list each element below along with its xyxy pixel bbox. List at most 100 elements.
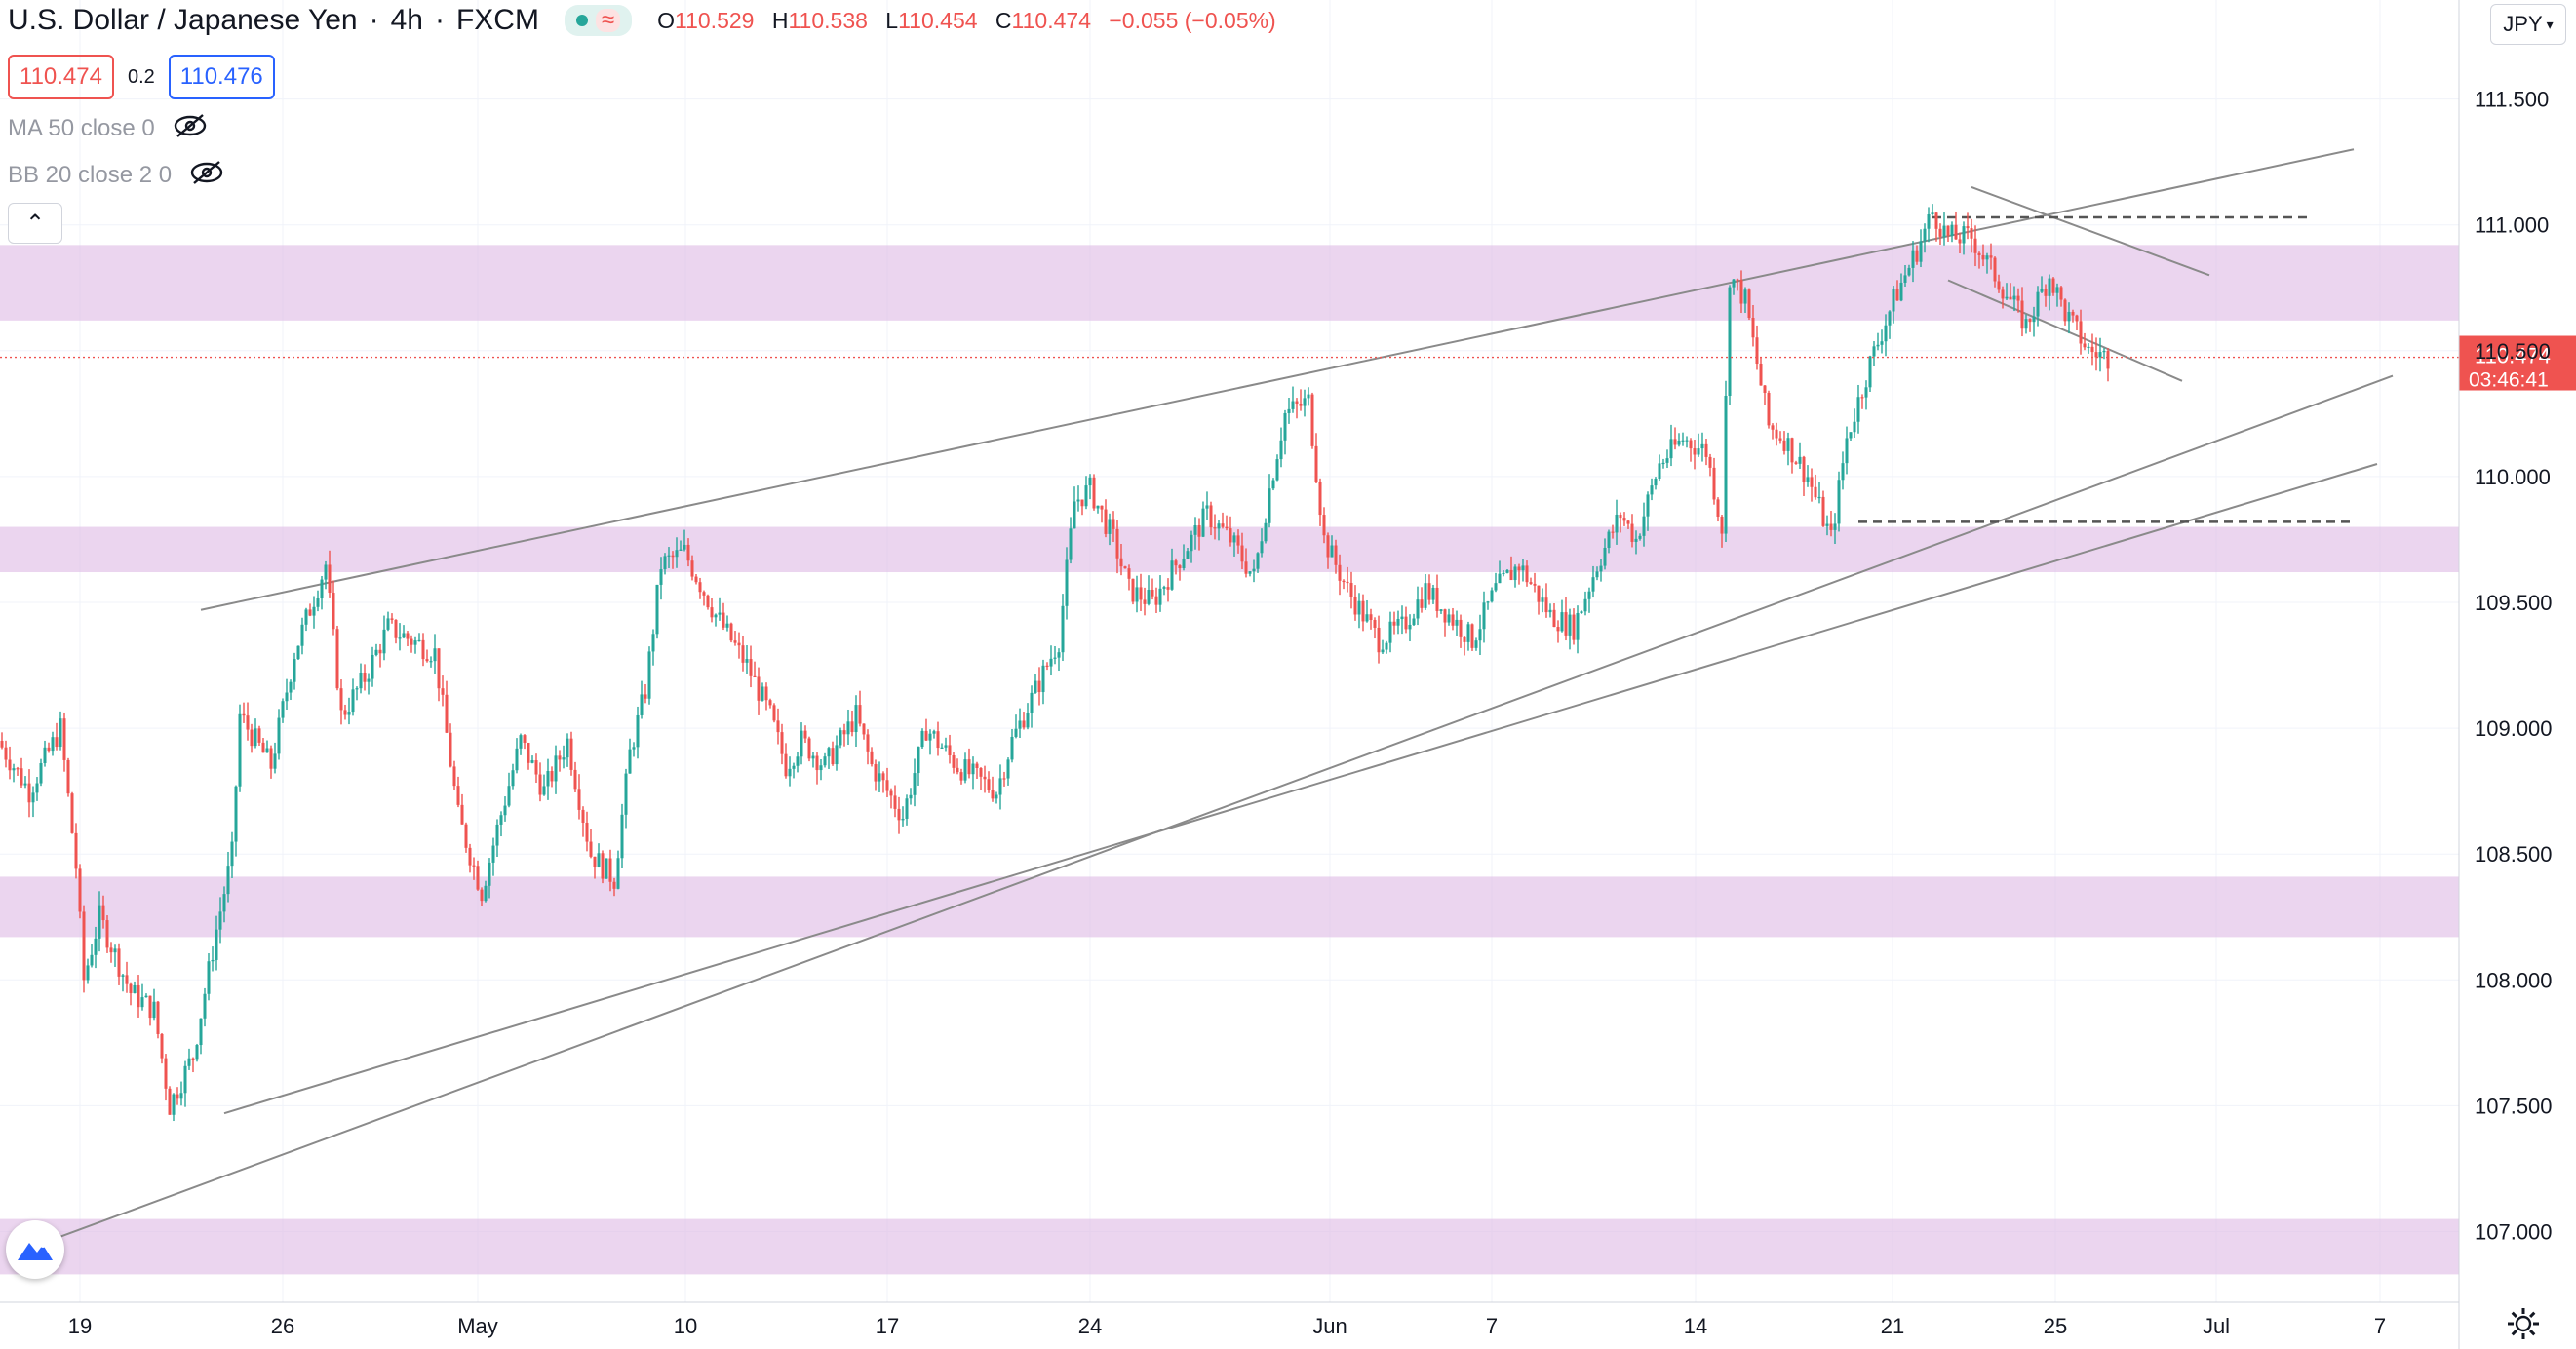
candle xyxy=(753,661,757,678)
candle xyxy=(605,858,608,879)
candle xyxy=(1642,502,1646,547)
candle xyxy=(1697,433,1700,457)
candle xyxy=(1388,611,1392,653)
candle xyxy=(452,760,456,790)
candle xyxy=(909,788,913,805)
candle xyxy=(1158,575,1162,612)
candle xyxy=(1580,610,1583,614)
candle xyxy=(1427,574,1431,605)
interval-label[interactable]: 4h xyxy=(390,4,423,36)
candle xyxy=(1381,639,1385,654)
candle xyxy=(425,649,429,663)
low-key: L xyxy=(885,7,899,33)
eye-hidden-icon[interactable] xyxy=(173,113,208,143)
candle xyxy=(846,709,850,746)
candle xyxy=(991,776,995,802)
currency-label: JPY xyxy=(2503,12,2543,36)
candle xyxy=(1513,564,1517,588)
price-axis-label: 110.000 xyxy=(2475,465,2551,489)
candle xyxy=(698,577,702,599)
candle xyxy=(1217,520,1221,541)
indicator-ma[interactable]: MA 50 close 0 xyxy=(8,113,208,143)
candle xyxy=(1322,507,1326,544)
candle xyxy=(1412,613,1416,627)
sell-price-button[interactable]: 110.474 xyxy=(8,55,114,99)
candle xyxy=(1127,564,1131,591)
candle xyxy=(394,619,398,644)
eye-hidden-icon[interactable] xyxy=(189,160,224,190)
candle xyxy=(757,667,761,715)
candle xyxy=(402,625,406,639)
candle xyxy=(1556,620,1560,643)
candle xyxy=(1931,204,1934,216)
candle xyxy=(1954,211,1958,240)
candle xyxy=(1903,264,1907,287)
candle xyxy=(1209,501,1213,536)
candle xyxy=(1474,637,1478,651)
candle xyxy=(612,877,616,897)
candle xyxy=(1548,603,1552,618)
candle xyxy=(1186,548,1190,559)
symbol-title[interactable]: U.S. Dollar / Japanese Yen xyxy=(8,4,358,36)
candle xyxy=(866,729,870,765)
candle xyxy=(1607,529,1611,554)
candle xyxy=(1459,614,1463,648)
candle xyxy=(511,763,515,790)
candle xyxy=(1229,516,1232,547)
candle xyxy=(1868,355,1872,392)
time-axis-label: Jun xyxy=(1312,1314,1347,1338)
candle xyxy=(499,811,503,837)
candle xyxy=(363,664,367,691)
candle xyxy=(1517,563,1521,585)
candle xyxy=(2005,283,2009,301)
candle xyxy=(386,611,390,632)
candle xyxy=(1084,476,1088,510)
candle xyxy=(1451,607,1455,631)
candle xyxy=(1057,648,1061,672)
candle xyxy=(1560,599,1564,633)
candle xyxy=(858,690,862,727)
candle xyxy=(893,785,897,818)
candle xyxy=(332,580,335,636)
candle xyxy=(1853,408,1856,438)
candle xyxy=(932,729,936,739)
high-value: 110.538 xyxy=(788,7,868,33)
candle xyxy=(1716,497,1720,522)
candle xyxy=(979,767,983,790)
candle xyxy=(1576,605,1580,654)
candle xyxy=(835,735,839,771)
time-axis-label: May xyxy=(457,1314,498,1338)
gear-icon[interactable] xyxy=(2506,1306,2541,1341)
candle xyxy=(1568,608,1572,650)
candle xyxy=(1252,559,1256,583)
currency-select[interactable]: JPY ▾ xyxy=(2490,4,2566,45)
candle xyxy=(1201,501,1205,538)
candle xyxy=(195,1043,199,1062)
buy-price-button[interactable]: 110.476 xyxy=(168,55,275,99)
candle xyxy=(644,683,647,704)
candle xyxy=(659,557,663,600)
market-status-pill[interactable]: ≈ xyxy=(564,5,633,36)
candle xyxy=(382,615,386,661)
price-zone xyxy=(0,876,2459,938)
indicator-bb[interactable]: BB 20 close 2 0 xyxy=(8,160,224,190)
candle xyxy=(179,1081,183,1106)
candle xyxy=(250,723,254,753)
candle xyxy=(905,794,909,826)
candle xyxy=(1615,499,1619,545)
change-value: −0.055 (−0.05%) xyxy=(1109,7,1276,33)
candle xyxy=(761,682,764,702)
candle xyxy=(1743,287,1747,313)
candle xyxy=(1030,685,1034,728)
candle xyxy=(1045,662,1049,671)
candle xyxy=(1092,474,1096,511)
candle xyxy=(1946,225,1950,242)
candle xyxy=(300,617,304,655)
tradingview-logo-icon[interactable] xyxy=(6,1220,64,1279)
ohlc-values: O110.529 H110.538 L110.454 C110.474 −0.0… xyxy=(657,8,1288,34)
collapse-legend-button[interactable]: ⌃ xyxy=(8,203,62,244)
high-key: H xyxy=(771,7,789,33)
candle xyxy=(1271,478,1275,491)
candle xyxy=(308,603,312,617)
